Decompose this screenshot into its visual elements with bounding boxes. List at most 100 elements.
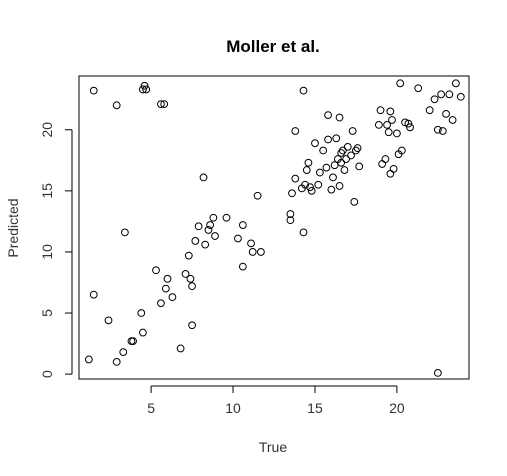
data-point <box>437 90 446 99</box>
x-tick-label: 10 <box>225 400 241 416</box>
data-point <box>433 368 442 377</box>
data-point <box>157 100 165 109</box>
data-point <box>343 142 352 151</box>
data-point <box>381 155 390 163</box>
data-point <box>140 81 149 90</box>
data-point <box>327 185 336 194</box>
data-point <box>176 344 185 353</box>
data-point <box>448 116 457 124</box>
data-point <box>311 139 319 148</box>
data-point <box>302 166 311 174</box>
data-point <box>404 119 413 128</box>
data-point <box>414 84 423 93</box>
data-point <box>386 107 395 116</box>
data-point <box>184 251 193 260</box>
y-tick-label: 10 <box>39 244 55 260</box>
data-point <box>204 226 213 234</box>
data-point <box>430 95 439 104</box>
data-point <box>442 109 450 118</box>
data-point <box>188 321 196 330</box>
data-point <box>286 210 295 218</box>
data-point <box>376 106 385 115</box>
data-point <box>342 155 351 163</box>
data-point <box>324 111 332 119</box>
data-point <box>383 120 391 129</box>
data-point <box>384 128 393 137</box>
data-point <box>152 266 160 275</box>
data-point <box>120 228 129 237</box>
data-point <box>456 92 465 101</box>
data-point <box>352 146 360 155</box>
data-point <box>222 213 231 222</box>
data-point <box>324 135 332 144</box>
y-tick-label: 20 <box>39 122 55 138</box>
data-point <box>199 173 208 182</box>
data-point <box>238 262 247 271</box>
data-point <box>299 228 308 237</box>
data-point <box>396 79 405 88</box>
data-point <box>451 79 460 88</box>
x-axis-title: True <box>259 439 287 455</box>
data-point <box>181 270 190 278</box>
data-point <box>129 337 137 346</box>
x-tick-label: 15 <box>307 400 323 416</box>
data-point <box>329 173 337 182</box>
data-point <box>397 146 406 155</box>
data-point <box>168 293 177 302</box>
data-point <box>206 221 214 229</box>
data-point <box>319 146 328 155</box>
data-point <box>332 134 341 143</box>
data-point <box>392 129 401 138</box>
data-point <box>291 174 300 183</box>
data-point <box>288 189 296 198</box>
data-point <box>301 180 310 189</box>
data-point <box>353 144 362 152</box>
data-point <box>127 337 136 346</box>
data-point <box>253 191 262 200</box>
data-point <box>163 274 172 283</box>
data-point <box>350 197 359 206</box>
data-point <box>306 183 314 192</box>
data-point <box>89 290 98 299</box>
data-point <box>160 100 169 109</box>
data-point <box>211 232 219 240</box>
data-point <box>374 120 383 129</box>
data-point <box>338 146 347 155</box>
x-tick-label: 20 <box>389 400 405 416</box>
data-point <box>286 216 295 225</box>
y-axis-title: Predicted <box>5 198 21 257</box>
data-point <box>315 168 324 177</box>
y-axis: 0 5 10 15 20 <box>39 122 73 378</box>
data-point <box>386 169 395 178</box>
data-point <box>256 248 265 256</box>
data-point <box>139 328 147 337</box>
data-point <box>335 113 344 122</box>
data-point <box>337 158 346 167</box>
x-tick-label: 5 <box>147 400 155 416</box>
data-point <box>248 248 257 256</box>
data-point <box>314 180 323 189</box>
data-point <box>299 86 308 95</box>
data-point <box>389 164 398 173</box>
data-point <box>104 316 113 325</box>
data-point <box>291 127 300 135</box>
data-point <box>378 160 387 168</box>
data-point <box>348 127 357 135</box>
data-point <box>186 274 195 283</box>
data-point <box>238 221 247 229</box>
data-point <box>112 101 121 110</box>
data-point <box>337 149 346 157</box>
y-tick-label: 5 <box>39 309 55 317</box>
data-point <box>335 182 344 190</box>
y-tick-label: 15 <box>39 183 55 199</box>
data-point <box>89 86 98 95</box>
chart-title: Moller et al. <box>226 37 320 56</box>
data-point <box>84 355 93 364</box>
data-point <box>388 116 396 124</box>
data-point <box>401 118 409 127</box>
y-tick-label: 0 <box>39 370 55 378</box>
data-point <box>347 151 355 160</box>
plot-frame <box>78 75 470 380</box>
